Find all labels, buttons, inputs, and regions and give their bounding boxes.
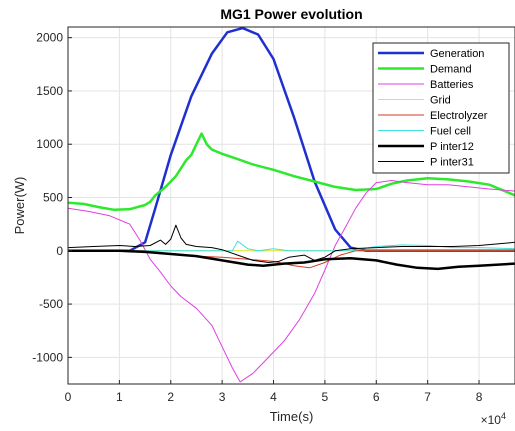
plot-frame — [67, 26, 515, 385]
y-tick-label: 0 — [56, 244, 63, 258]
legend-label: Electrolyzer — [430, 110, 488, 122]
x-tick-label: 6 — [373, 390, 380, 404]
x-axis-multiplier-base: ×10 — [481, 413, 502, 427]
chart-title: MG1 Power evolution — [220, 6, 362, 22]
legend-label: P inter12 — [430, 141, 474, 153]
y-tick-label: 1500 — [36, 84, 63, 98]
x-tick-label: 1 — [116, 390, 123, 404]
legend-label: Generation — [430, 48, 484, 60]
x-tick-label: 3 — [219, 390, 226, 404]
series-line-fuel-cell — [68, 240, 515, 252]
x-tick-label: 4 — [270, 390, 277, 404]
y-tick-label: 1000 — [36, 137, 63, 151]
series-line-p-inter31 — [68, 224, 515, 263]
x-axis-multiplier-exponent: 4 — [501, 411, 506, 421]
series-line-p-inter12 — [68, 249, 515, 271]
y-tick-label: 500 — [43, 191, 63, 205]
x-tick-label: 2 — [167, 390, 174, 404]
legend-label: Grid — [430, 95, 451, 107]
x-tick-label: 8 — [476, 390, 483, 404]
legend-box — [372, 42, 510, 174]
x-tick-label: 7 — [424, 390, 431, 404]
y-axis-label: Power(W) — [12, 177, 27, 235]
x-tick-label: 0 — [65, 390, 72, 404]
series-line-demand — [68, 132, 515, 212]
legend: Generation Demand Batteries Grid Electrolyze… — [372, 42, 510, 174]
y-tick-label: -500 — [39, 297, 63, 311]
x-axis-multiplier: ×104 — [481, 411, 506, 427]
legend-label: Batteries — [430, 79, 474, 91]
legend-label: Demand — [430, 64, 472, 76]
legend-label: Fuel cell — [430, 126, 471, 138]
y-tick-label: -1000 — [32, 350, 63, 364]
y-tick-label: 2000 — [36, 31, 63, 45]
legend-label: P inter31 — [430, 157, 474, 169]
series-layer — [68, 27, 515, 383]
x-axis-label: Time(s) — [270, 409, 314, 424]
x-tick-label: 5 — [322, 390, 329, 404]
series-line-batteries — [68, 180, 515, 383]
tick-layer: 0 1 2 3 4 5 6 7 8 -1000 -500 0 500 1000 1500 2000 — [32, 31, 482, 404]
